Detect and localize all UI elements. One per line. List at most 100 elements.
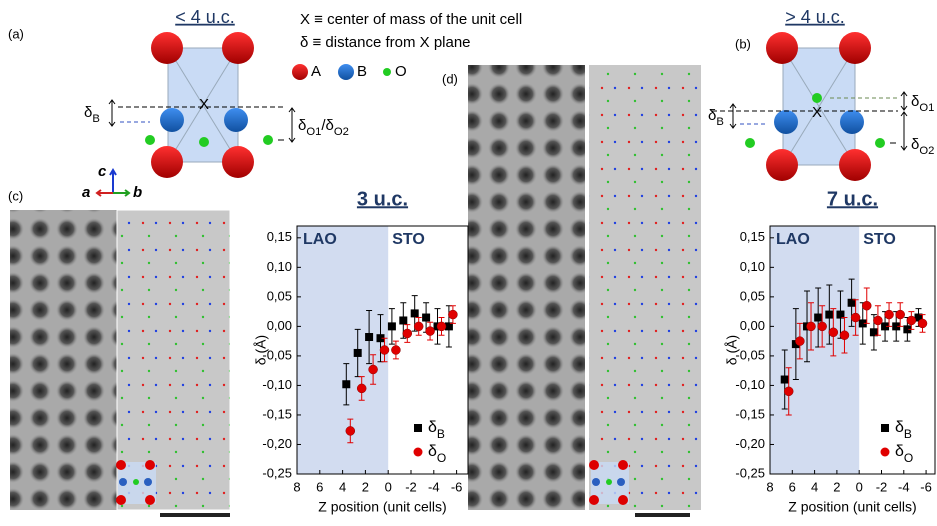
legend-swatch [414,424,422,432]
point [345,426,356,436]
y-tick-label: -0,05 [735,347,765,362]
point [862,300,872,311]
legend-label: δO [428,443,446,465]
delta-label: δO2 [911,136,934,157]
delta-label: δO1/δO2 [298,117,349,138]
point [379,345,390,355]
legend-swatch [881,424,889,432]
x-tick-label: -2 [876,479,888,494]
panel-labels: (a) (b) (c) (d) [8,26,751,203]
stem-overlay [116,209,231,511]
point [342,380,351,389]
chart-title: 3 u.c. [357,188,408,210]
point [353,348,362,357]
diagram-title: > 4 u.c. [785,7,845,27]
legend-label: B [357,63,367,80]
point [368,364,378,375]
chart: LAO STO 7 u.c. 0,15 0,10 0,05 0,00 -0,05 -0,10 -0… [724,188,936,515]
point [410,309,419,318]
y-tick-label: -0,15 [735,406,765,421]
point [399,316,408,325]
point [881,322,890,331]
x-tick-label: -4 [428,479,440,494]
legend-label: δB [428,419,445,441]
point [836,310,845,319]
legend-swatch [413,447,423,457]
x-axis-label: Z position (unit cells) [788,499,916,515]
y-axis-label: δ (Å) [253,335,269,365]
y-tick-label: 0,10 [267,259,292,274]
panel-label: (b) [735,36,751,51]
point [413,321,424,332]
point [903,325,912,334]
axis-label: b [133,184,142,201]
region-label: LAO [303,231,337,248]
delta-label: δO1 [911,93,934,114]
x-tick-label: 2 [362,479,369,494]
y-tick-label: -0,05 [262,347,292,362]
point [858,319,867,328]
y-tick-label: -0,25 [262,465,292,480]
point [814,313,823,322]
x-tick-label: 0 [856,479,863,494]
x-tick-label: -4 [898,479,910,494]
y-tick-label: 0,05 [740,288,765,303]
plot-frame [296,225,469,475]
y-tick-label: -0,25 [735,465,765,480]
point [850,312,861,323]
y-tick-label: 0,05 [267,288,292,303]
y-tick-label: 0,15 [267,229,292,244]
point [780,375,789,384]
x-mark: X [199,96,209,113]
point [917,318,928,329]
y-tick-label: -0,20 [735,436,765,451]
chart-title: 7 u.c. [827,188,878,210]
x-tick-label: 8 [766,479,773,494]
delta-label: δB [84,104,100,125]
point [895,309,905,320]
region-label: STO [863,231,896,248]
x-tick-label: 6 [789,479,796,494]
point [817,321,827,332]
y-tick-label: -0,10 [262,377,292,392]
point [425,326,435,336]
point [387,322,396,331]
chart: LAO STO 3 u.c. 0,15 0,10 0,05 0,00 -0,05 -0,10 -0… [253,188,469,515]
micrographs [10,65,701,517]
region-label: STO [392,231,425,248]
x-tick-label: 0 [385,479,392,494]
point [873,315,883,326]
diagram: < 4 u.c. > 4 u.c. X ≡ center of mass of … [82,7,934,201]
x-tick-label: -6 [451,479,463,494]
x-axis-label: Z position (unit cells) [318,499,446,515]
legend-label: δB [895,419,912,441]
point [422,313,431,322]
point [825,310,834,319]
axis-label: a [82,184,90,201]
point [839,330,850,340]
point [402,328,413,339]
point [828,327,839,338]
legend-swatch [880,447,890,457]
y-tick-label: 0,00 [267,318,292,333]
y-tick-label: 0,15 [740,229,765,244]
definition: δ ≡ distance from X plane [300,34,471,51]
point [914,313,923,322]
point [892,322,901,331]
x-tick-label: 6 [316,479,323,494]
point [448,309,458,320]
x-tick-label: 4 [339,479,346,494]
point [869,328,878,337]
x-tick-label: 8 [293,479,300,494]
shaded-region [297,226,389,474]
legend-label: O [395,63,407,80]
x-tick-label: -6 [920,479,932,494]
point [783,386,794,397]
legend-label: A [311,63,321,80]
axis-label: c [98,163,107,180]
definition: X ≡ center of mass of the unit cell [300,11,522,28]
diagram-title: < 4 u.c. [175,7,235,27]
x-tick-label: 4 [811,479,818,494]
stem-image [468,65,585,510]
x-tick-label: 2 [833,479,840,494]
